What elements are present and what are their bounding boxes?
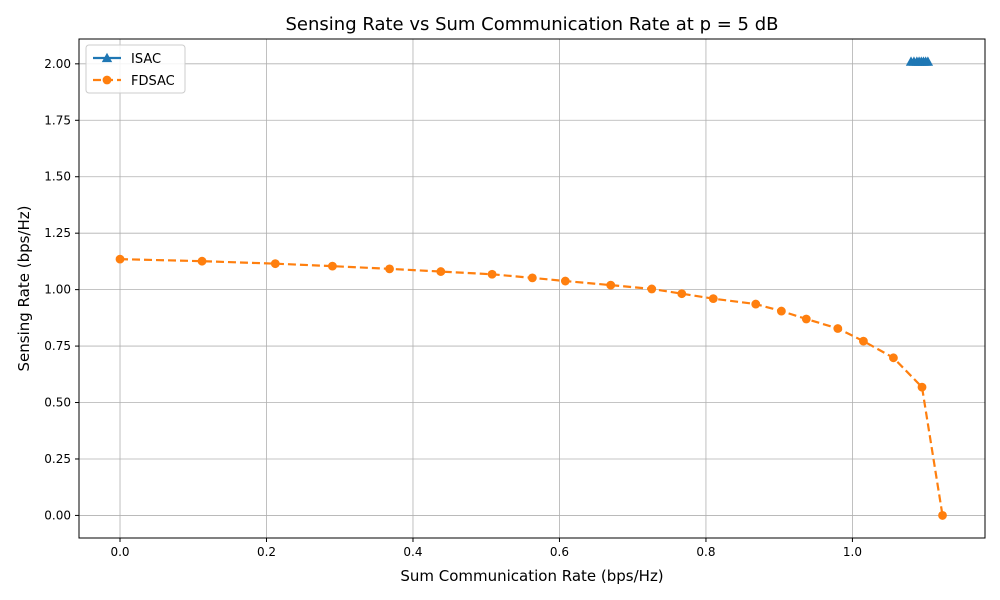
y-tick-label: 1.00 — [44, 283, 71, 297]
series-isac — [905, 56, 934, 66]
data-point-fdsac — [677, 289, 687, 299]
x-tick-label: 1.0 — [843, 545, 862, 559]
data-point-fdsac — [328, 261, 337, 271]
data-point-fdsac — [197, 256, 207, 266]
legend-label-fdsac: FDSAC — [131, 74, 175, 89]
x-tick-label: 0.2 — [257, 545, 276, 559]
y-tick-label: 2.00 — [44, 57, 71, 71]
data-point-fdsac — [833, 324, 843, 333]
y-tick-label: 0.25 — [44, 452, 71, 466]
x-axis-label: Sum Communication Rate (bps/Hz) — [400, 567, 663, 585]
data-point-fdsac — [385, 264, 394, 274]
legend-marker-fdsac — [102, 75, 112, 85]
legend-label-isac: ISAC — [131, 52, 161, 67]
data-point-fdsac — [487, 269, 497, 279]
grid — [79, 39, 985, 538]
data-point-fdsac — [115, 254, 125, 264]
data-point-fdsac — [859, 336, 868, 346]
y-tick-label: 1.50 — [44, 170, 71, 184]
y-tick-label: 1.75 — [44, 113, 71, 127]
data-point-fdsac — [560, 276, 570, 286]
y-tick-label: 0.00 — [44, 508, 71, 522]
x-tick-label: 0.0 — [110, 545, 129, 559]
chart-title: Sensing Rate vs Sum Communication Rate a… — [286, 14, 779, 35]
legend: ISAC FDSAC — [85, 44, 186, 94]
data-point-fdsac — [917, 382, 927, 392]
data-point-fdsac — [647, 284, 657, 294]
data-point-fdsac — [938, 511, 947, 520]
ticks: 0.0 0.2 0.4 0.6 0.8 1.0 0.00 0.25 0.50 0.75 1.00 1.… — [44, 57, 862, 559]
data-point-fdsac — [527, 273, 537, 283]
data-point-fdsac — [889, 353, 898, 363]
data-point-fdsac — [776, 306, 786, 316]
series-layer — [115, 56, 947, 520]
plot-frame — [78, 38, 986, 539]
legend-marker-isac — [101, 52, 113, 63]
x-tick-label: 0.4 — [403, 545, 422, 559]
data-point-fdsac — [751, 299, 761, 309]
x-tick-label: 0.8 — [696, 545, 715, 559]
y-tick-label: 1.25 — [44, 226, 71, 240]
y-tick-label: 0.50 — [44, 396, 71, 410]
x-tick-label: 0.6 — [550, 545, 569, 559]
data-point-fdsac — [436, 267, 446, 276]
data-point-isac — [922, 56, 934, 66]
data-point-fdsac — [801, 314, 811, 324]
data-point-fdsac — [606, 280, 616, 290]
y-axis-label: Sensing Rate (bps/Hz) — [15, 206, 33, 372]
data-point-fdsac — [270, 259, 280, 269]
data-point-fdsac — [708, 294, 718, 304]
series-fdsac — [115, 254, 947, 520]
y-tick-label: 0.75 — [44, 339, 71, 353]
